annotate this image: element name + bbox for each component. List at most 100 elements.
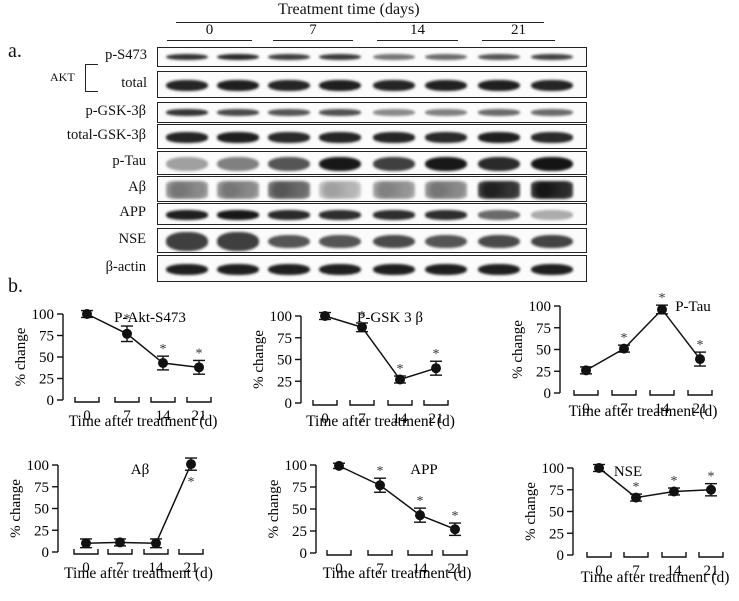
x-tick-label: 21 bbox=[184, 560, 199, 576]
significance-asterisk: * bbox=[417, 494, 424, 509]
blot-band bbox=[319, 156, 361, 172]
x-group-bracket bbox=[623, 552, 649, 558]
blot-band bbox=[373, 79, 415, 92]
x-group-bracket bbox=[73, 549, 99, 555]
y-tick-label: 0 bbox=[557, 548, 565, 564]
x-group-bracket bbox=[442, 550, 468, 556]
blot-band bbox=[319, 79, 361, 92]
x-tick-label: 14 bbox=[667, 563, 683, 579]
blot-row-total-gsk-3- bbox=[157, 124, 587, 149]
blot-band bbox=[478, 109, 520, 116]
blot-band bbox=[319, 132, 361, 143]
blot-band bbox=[373, 53, 415, 61]
data-point bbox=[158, 358, 168, 369]
significance-asterisk: * bbox=[124, 312, 131, 327]
x-axis-label: Time after treatment (d) bbox=[69, 413, 218, 430]
chart-title: P-Tau bbox=[675, 299, 711, 315]
x-group-bracket bbox=[326, 550, 352, 556]
y-tick-label: 100 bbox=[285, 458, 308, 474]
blot-band bbox=[166, 180, 208, 200]
data-point bbox=[581, 365, 591, 376]
data-point bbox=[450, 524, 460, 535]
blot-band bbox=[478, 263, 520, 276]
significance-asterisk: * bbox=[359, 309, 366, 324]
x-tick-label: 0 bbox=[595, 563, 603, 579]
x-tick-label: 7 bbox=[116, 560, 124, 576]
blot-band bbox=[268, 156, 310, 172]
blot-band bbox=[478, 53, 520, 61]
data-point bbox=[194, 362, 204, 373]
data-point bbox=[631, 492, 641, 503]
x-group-bracket bbox=[150, 397, 176, 403]
data-line bbox=[338, 465, 456, 530]
y-tick-label: 50 bbox=[536, 343, 551, 359]
x-group-bracket bbox=[312, 400, 338, 406]
blot-row--actin bbox=[157, 255, 587, 282]
data-point bbox=[320, 311, 330, 321]
blot-band bbox=[166, 132, 208, 143]
blot-row-p-s473 bbox=[157, 47, 587, 67]
x-tick-label: 0 bbox=[82, 560, 90, 576]
x-tick-label: 7 bbox=[620, 401, 628, 417]
blot-band bbox=[373, 210, 415, 220]
chart-title: Aβ bbox=[131, 462, 149, 478]
blot-band bbox=[478, 79, 520, 92]
x-tick-label: 21 bbox=[429, 411, 444, 427]
data-point bbox=[619, 343, 629, 354]
x-group-bracket bbox=[143, 549, 169, 555]
blot-band bbox=[425, 132, 467, 143]
blot-band bbox=[531, 210, 573, 220]
y-tick-label: 0 bbox=[42, 545, 50, 561]
blot-band bbox=[268, 109, 310, 116]
blot-band bbox=[531, 180, 573, 200]
y-axis-label: % change bbox=[510, 320, 526, 379]
panel-b-label: b. bbox=[8, 275, 23, 297]
chart-title: APP bbox=[410, 462, 438, 478]
data-point bbox=[115, 537, 125, 548]
blot-row-app bbox=[157, 203, 587, 225]
blot-row-label: Aβ bbox=[128, 179, 146, 195]
blot-band bbox=[531, 79, 573, 92]
x-group-bracket bbox=[573, 390, 599, 396]
significance-asterisk: * bbox=[708, 470, 715, 485]
blot-band bbox=[268, 234, 310, 249]
blot-band bbox=[268, 210, 310, 220]
blot-row-total bbox=[157, 71, 587, 98]
data-point bbox=[431, 363, 441, 374]
timepoint-rule bbox=[377, 40, 458, 41]
significance-asterisk: * bbox=[196, 346, 203, 361]
x-tick-label: 7 bbox=[123, 408, 131, 424]
blot-band bbox=[217, 263, 259, 276]
data-point bbox=[669, 486, 679, 497]
blot-row-label: APP bbox=[119, 204, 146, 220]
blot-band bbox=[425, 263, 467, 276]
significance-asterisk: * bbox=[377, 464, 384, 479]
blot-row-label: total-GSK-3β bbox=[66, 126, 146, 143]
akt-group-label: AKT bbox=[50, 70, 75, 84]
blot-band bbox=[217, 232, 259, 251]
y-tick-label: 100 bbox=[529, 299, 552, 315]
data-point bbox=[151, 538, 161, 549]
significance-asterisk: * bbox=[452, 509, 459, 524]
blot-row-label: total bbox=[121, 74, 147, 91]
blot-band bbox=[478, 132, 520, 143]
blot-band bbox=[425, 180, 467, 200]
x-group-bracket bbox=[178, 549, 204, 555]
blot-band bbox=[166, 232, 208, 251]
blot-band bbox=[531, 156, 573, 172]
data-point bbox=[657, 304, 667, 315]
blot-band bbox=[217, 79, 259, 92]
blot-band bbox=[166, 79, 208, 92]
significance-asterisk: * bbox=[160, 342, 167, 357]
blot-band bbox=[166, 109, 208, 116]
blot-band bbox=[268, 180, 310, 200]
timepoint-label: 7 bbox=[309, 22, 317, 38]
y-tick-label: 50 bbox=[34, 502, 49, 518]
x-tick-label: 0 bbox=[83, 408, 91, 424]
x-group-bracket bbox=[387, 400, 413, 406]
y-tick-label: 50 bbox=[549, 505, 564, 521]
blot-band bbox=[166, 156, 208, 172]
x-group-bracket bbox=[698, 552, 724, 558]
y-tick-label: 50 bbox=[292, 502, 307, 518]
blot-band bbox=[425, 79, 467, 92]
